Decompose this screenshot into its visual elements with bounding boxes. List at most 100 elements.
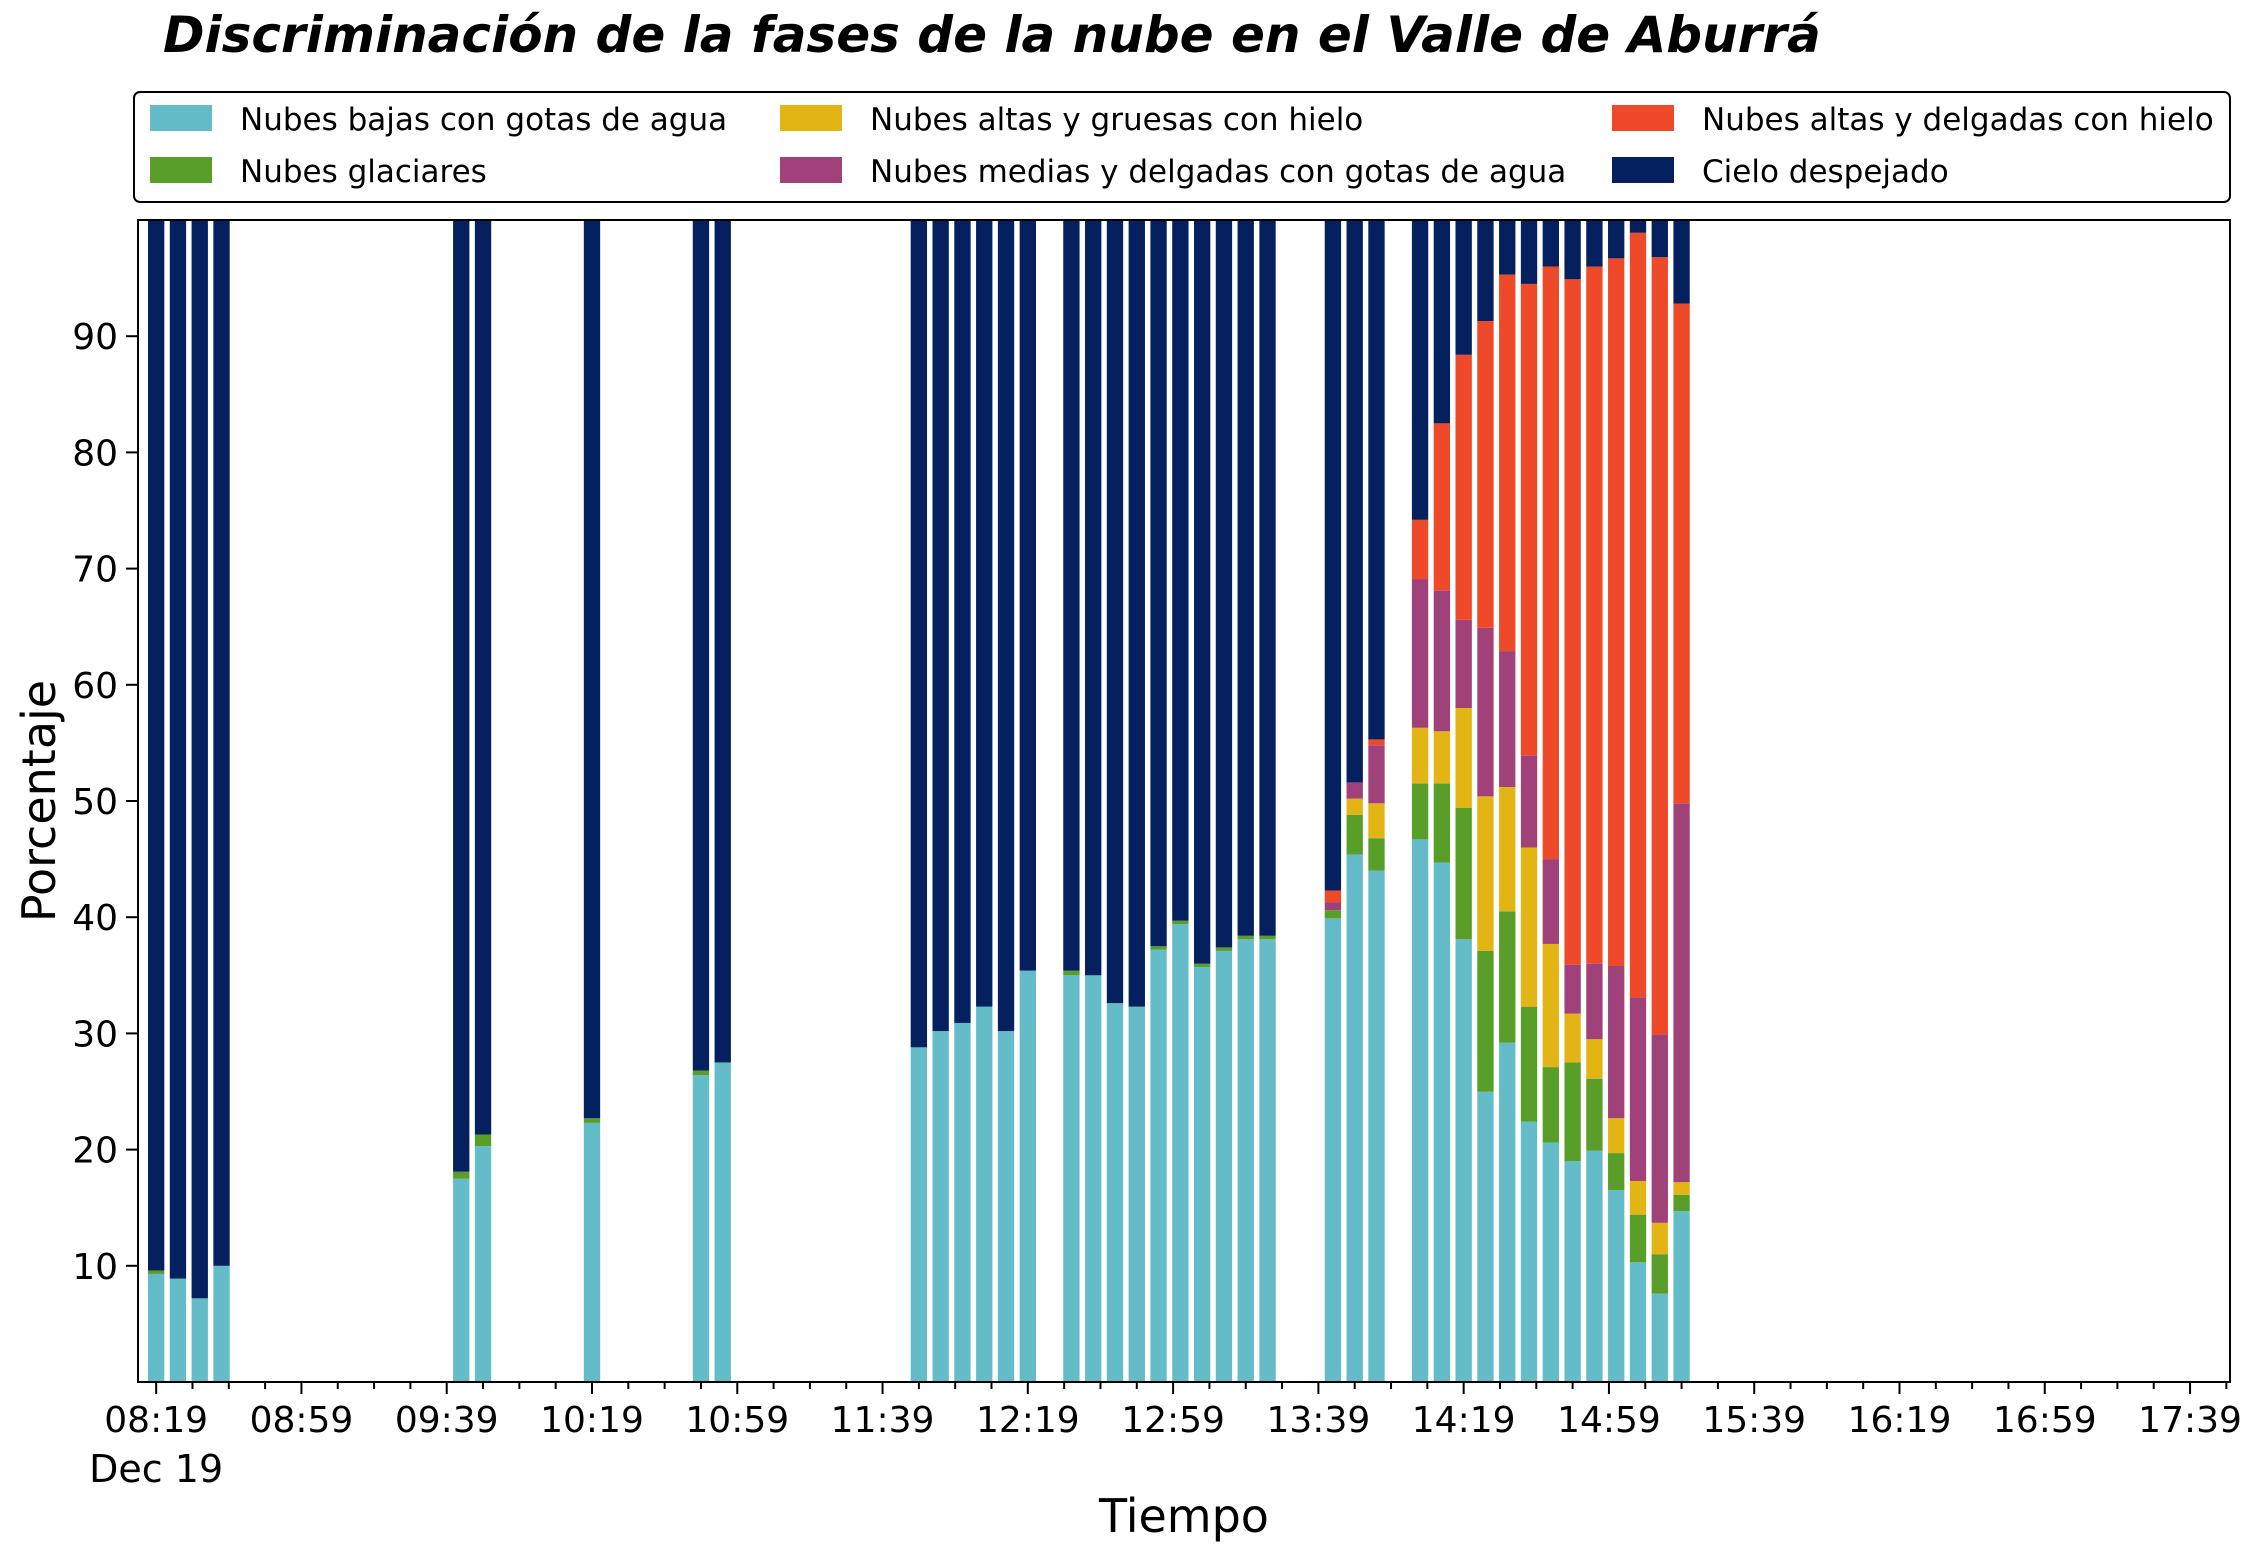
bar-segment-14-series-6 [997,220,1015,1032]
legend-label: Nubes bajas con gotas de agua [240,102,727,138]
bar-segment-12-series-1 [954,1022,971,1382]
bar-segment-31-series-5 [1455,354,1472,620]
legend: Nubes bajas con gotas de agua Nubes glaci… [133,91,2231,203]
legend-label: Nubes medias y delgadas con gotas de agu… [870,154,1566,190]
bar-segment-39-series-5 [1629,232,1647,998]
bar-segment-3-series-1 [191,1298,208,1382]
bar-segment-39-series-6 [1629,220,1647,233]
bar-segment-40-series-1 [1651,1293,1668,1382]
bar-segment-33-series-1 [1499,1042,1516,1382]
bar-segment-36-series-2 [1564,1062,1581,1162]
bar-segment-38-series-1 [1608,1190,1625,1382]
bar-segment-30-series-3 [1433,731,1451,784]
bar-segment-30-series-4 [1433,590,1451,732]
bar-segment-31-series-4 [1455,619,1472,709]
bar-segment-24-series-2 [1237,935,1254,940]
bar-segment-33-series-5 [1499,274,1516,652]
bar-segment-32-series-6 [1477,220,1494,322]
bar-segment-12-series-6 [954,220,971,1023]
x-tick-label: 16:19 [1848,1400,1952,1441]
bar-segment-6-series-1 [474,1146,492,1382]
y-tick-label: 20 [72,1131,118,1172]
bar-segment-13-series-6 [976,220,993,1007]
bar-segment-5-series-1 [453,1178,470,1382]
bar-segment-28-series-2 [1368,838,1385,871]
chart-title: Discriminación de la fases de la nube en… [163,6,1821,64]
bar-segment-33-series-4 [1499,651,1516,788]
bar-segment-27-series-3 [1346,798,1363,815]
bar-segment-6-series-6 [474,220,492,1135]
bar-segment-40-series-4 [1651,1034,1668,1223]
bar-segment-21-series-2 [1172,920,1189,925]
bar-segment-38-series-4 [1608,966,1625,1119]
y-tick-label: 50 [72,782,118,823]
bar-segment-26-series-5 [1324,890,1342,903]
bar-segment-2-series-6 [169,220,187,1279]
bar-segment-30-series-5 [1433,423,1451,591]
bar-segment-33-series-6 [1499,220,1516,275]
bar-segment-37-series-4 [1586,963,1603,1040]
bar-segment-16-series-2 [1063,970,1080,976]
bar-segment-27-series-4 [1346,782,1363,799]
bar-segment-8-series-2 [692,1070,710,1076]
x-tick-label: 10:59 [685,1400,789,1441]
legend-swatch [1612,105,1674,131]
bar-segment-18-series-1 [1106,1003,1124,1382]
x-date-label: Dec 19 [89,1447,223,1491]
bar-segment-41-series-6 [1673,220,1690,304]
legend-swatch [780,157,842,183]
bar-segment-34-series-3 [1520,847,1538,1007]
bar-segment-36-series-6 [1564,220,1581,280]
bar-segment-28-series-4 [1368,745,1385,804]
bar-segment-28-series-1 [1368,870,1385,1382]
bar-segment-31-series-1 [1455,939,1472,1382]
bar-segment-39-series-1 [1629,1262,1647,1382]
bar-segment-27-series-2 [1346,814,1363,855]
bar-segment-30-series-1 [1433,862,1451,1382]
bar-segment-8-series-6 [692,220,710,1071]
bar-segment-1-series-1 [147,1273,165,1382]
bar-segment-18-series-6 [1106,220,1124,1004]
bar-segment-8-series-1 [692,1075,710,1382]
bar-segment-38-series-3 [1608,1118,1625,1154]
bar-segment-32-series-1 [1477,1091,1494,1382]
bar-segment-26-series-2 [1324,910,1342,919]
bar-segment-35-series-3 [1542,943,1559,1068]
y-tick-label: 40 [72,898,118,939]
bar-segment-23-series-1 [1215,950,1233,1382]
bar-segment-26-series-1 [1324,918,1342,1382]
bar-segment-36-series-1 [1564,1161,1581,1382]
bar-segment-29-series-2 [1411,783,1429,840]
bar-segment-38-series-6 [1608,220,1625,259]
y-tick-label: 10 [72,1247,118,1288]
y-tick-label: 80 [72,433,118,474]
bar-segment-11-series-1 [932,1031,949,1382]
bar-segment-35-series-2 [1542,1067,1559,1143]
bar-segment-37-series-5 [1586,266,1603,964]
bar-segment-16-series-6 [1063,220,1080,971]
legend-label: Nubes altas y delgadas con hielo [1702,102,2214,138]
bar-segment-28-series-5 [1368,739,1385,746]
bar-segment-6-series-2 [474,1134,492,1147]
bar-segment-11-series-6 [932,220,949,1032]
bar-segment-41-series-1 [1673,1211,1690,1382]
bar-segment-7-series-2 [583,1118,601,1123]
bar-segment-40-series-2 [1651,1254,1668,1294]
bar-segment-5-series-6 [453,220,470,1172]
y-tick-label: 30 [72,1014,118,1055]
bar-segment-26-series-4 [1324,902,1342,911]
bar-segment-32-series-3 [1477,796,1494,951]
x-axis: 08:19 08:59 09:39 10:19 10:59 11:39 12:19 12:59… [104,1382,2242,1441]
legend-swatch [150,105,212,131]
bar-segment-28-series-3 [1368,803,1385,839]
bar-segment-32-series-5 [1477,321,1494,628]
bar-segment-9-series-6 [714,220,731,1063]
x-tick-label: 12:59 [1121,1400,1225,1441]
bar-segment-41-series-4 [1673,803,1690,1183]
x-tick-label: 13:39 [1267,1400,1371,1441]
bar-segment-39-series-2 [1629,1214,1647,1263]
bar-segment-41-series-3 [1673,1182,1690,1195]
bar-segment-1-series-6 [147,220,165,1271]
bar-segment-33-series-3 [1499,787,1516,912]
